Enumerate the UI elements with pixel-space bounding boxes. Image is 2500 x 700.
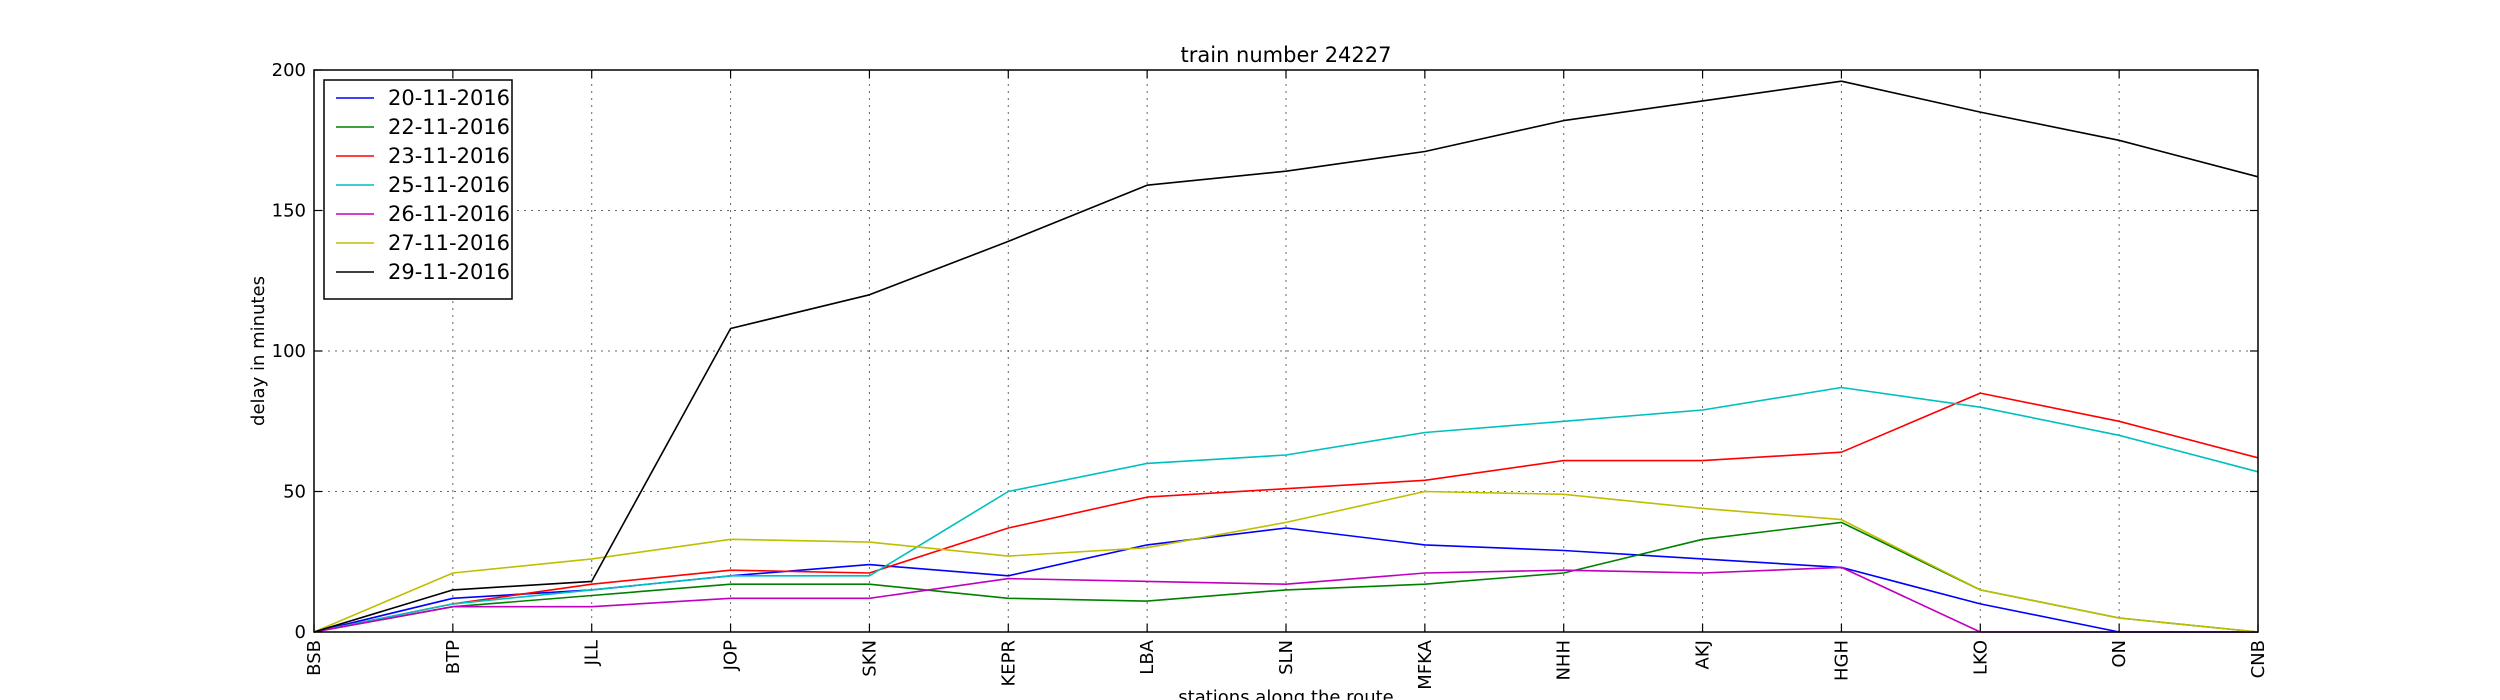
series-line-22-11-2016 (313, 521, 2259, 633)
x-axis-label: stations along the route (1178, 687, 1393, 700)
y-axis-ticks: 0 50 100 150 200 (272, 60, 2258, 643)
x-tick-label: CNB (2248, 640, 2269, 678)
series-line-27-11-2016 (313, 490, 2259, 633)
x-axis-ticks: BSB BTP JLL JOP SKN KEPR LBA SLN MFKA NHH AKJ HGH LK… (304, 70, 2269, 690)
x-tick-label: BSB (304, 640, 325, 676)
legend-label: 23-11-2016 (388, 144, 510, 168)
x-tick-label: KEPR (998, 640, 1019, 687)
legend: 20-11-2016 22-11-2016 23-11-2016 25-11-2016… (323, 79, 513, 300)
y-axis-label: delay in minutes (248, 276, 269, 426)
series-line-25-11-2016 (313, 386, 2259, 633)
legend-box (323, 79, 513, 300)
y-tick-label: 200 (272, 60, 306, 81)
chart-title: train number 24227 (1181, 43, 1392, 67)
legend-label: 26-11-2016 (388, 202, 510, 226)
y-tick-label: 50 (283, 482, 306, 503)
x-tick-label: NHH (1554, 640, 1575, 681)
x-tick-label: ON (2109, 640, 2130, 668)
x-tick-label: MFKA (1415, 639, 1436, 689)
series-line-23-11-2016 (313, 392, 2259, 633)
y-tick-label: 100 (272, 341, 306, 362)
legend-label: 29-11-2016 (388, 260, 510, 284)
x-tick-label: JLL (582, 640, 603, 666)
x-tick-label: LKO (1970, 640, 1991, 675)
legend-label: 20-11-2016 (388, 86, 510, 110)
y-tick-label: 0 (295, 622, 306, 643)
x-tick-label: LBA (1137, 639, 1158, 674)
legend-label: 27-11-2016 (388, 231, 510, 255)
legend-label: 22-11-2016 (388, 115, 510, 139)
grid-lines (313, 69, 2259, 633)
x-tick-label: AKJ (1693, 640, 1714, 669)
legend-label: 25-11-2016 (388, 173, 510, 197)
x-tick-label: HGH (1831, 640, 1852, 681)
x-tick-label: BTP (443, 640, 464, 674)
y-tick-label: 150 (272, 201, 306, 222)
x-tick-label: SKN (859, 640, 880, 677)
x-tick-label: SLN (1276, 640, 1297, 675)
x-tick-label: JOP (721, 640, 742, 671)
series-line-29-11-2016 (313, 80, 2259, 633)
series-lines (313, 80, 2259, 633)
series-line-26-11-2016 (313, 566, 2258, 633)
